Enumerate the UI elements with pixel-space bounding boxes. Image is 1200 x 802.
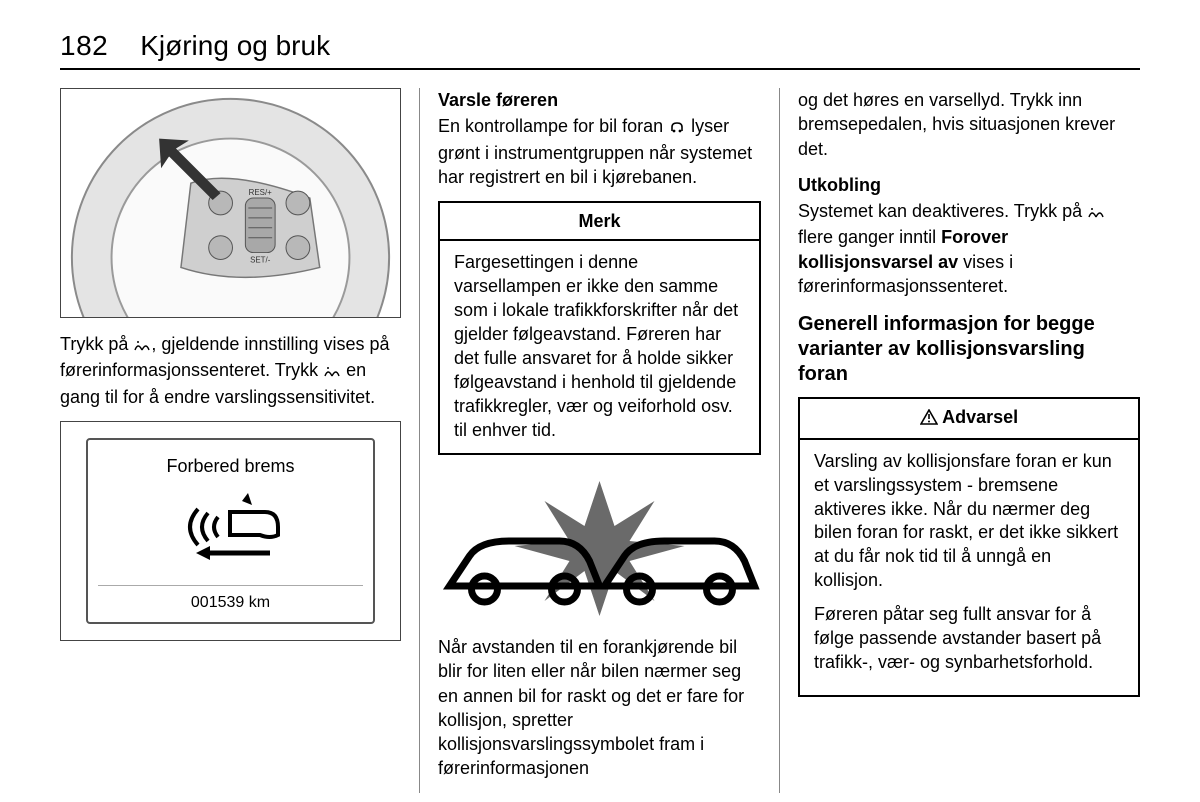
note-title: Merk bbox=[440, 203, 759, 241]
warning-triangle-icon bbox=[920, 407, 938, 431]
distance-button-icon bbox=[133, 334, 151, 358]
warning-title: Advarsel bbox=[800, 399, 1138, 439]
col2-heading: Varsle føreren bbox=[438, 88, 761, 112]
col2-p2: Når avstanden til en forankjørende bil b… bbox=[438, 635, 761, 781]
column-2: Varsle føreren En kontrollampe for bil f… bbox=[420, 88, 780, 793]
figure-steering-wheel: RES/+ SET/- bbox=[60, 88, 401, 318]
note-body: Fargesettingen i denne varsellampen er i… bbox=[440, 241, 759, 453]
chapter-title: Kjøring og bruk bbox=[140, 30, 330, 62]
warning-p2: Føreren påtar seg fullt ansvar for å føl… bbox=[814, 603, 1124, 675]
col1-paragraph: Trykk på , gjeldende innstilling vises p… bbox=[60, 332, 401, 409]
steering-wheel-illustration: RES/+ SET/- bbox=[61, 89, 400, 317]
vehicle-ahead-icon bbox=[668, 116, 686, 140]
figure-collision bbox=[438, 471, 761, 621]
display-title: Forbered brems bbox=[166, 454, 294, 478]
display-odometer: 001539 km bbox=[98, 585, 362, 614]
column-3: og det høres en varsellyd. Trykk inn bre… bbox=[780, 88, 1140, 793]
warning-p1: Varsling av kollisjonsfare foran er kun … bbox=[814, 450, 1124, 594]
brake-warning-icon bbox=[170, 487, 290, 577]
col3-h2: Utkobling bbox=[798, 173, 1140, 197]
col3-h3: Generell informasjon for begge varianter… bbox=[798, 312, 1140, 387]
note-box: Merk Fargesettingen i denne varsellampen… bbox=[438, 201, 761, 455]
svg-text:SET/-: SET/- bbox=[250, 255, 271, 264]
column-1: RES/+ SET/- Trykk på , gjeldende innstil… bbox=[60, 88, 420, 793]
figure-driver-display: Forbered brems 001539 km bbox=[60, 421, 401, 641]
distance-button-icon bbox=[323, 360, 341, 384]
svg-text:RES/+: RES/+ bbox=[249, 188, 272, 197]
collision-illustration bbox=[438, 471, 761, 621]
distance-button-icon bbox=[1087, 201, 1105, 225]
warning-body: Varsling av kollisjonsfare foran er kun … bbox=[800, 440, 1138, 695]
col3-p1: og det høres en varsellyd. Trykk inn bre… bbox=[798, 88, 1140, 161]
content-columns: RES/+ SET/- Trykk på , gjeldende innstil… bbox=[60, 88, 1140, 778]
page-number: 182 bbox=[60, 30, 108, 62]
col2-p1: En kontrollampe for bil foran lyser grøn… bbox=[438, 114, 761, 189]
page-header: 182 Kjøring og bruk bbox=[60, 30, 1140, 70]
col3-p2: Systemet kan deaktiveres. Trykk på flere… bbox=[798, 199, 1140, 298]
warning-box: Advarsel Varsling av kollisjonsfare fora… bbox=[798, 397, 1140, 697]
